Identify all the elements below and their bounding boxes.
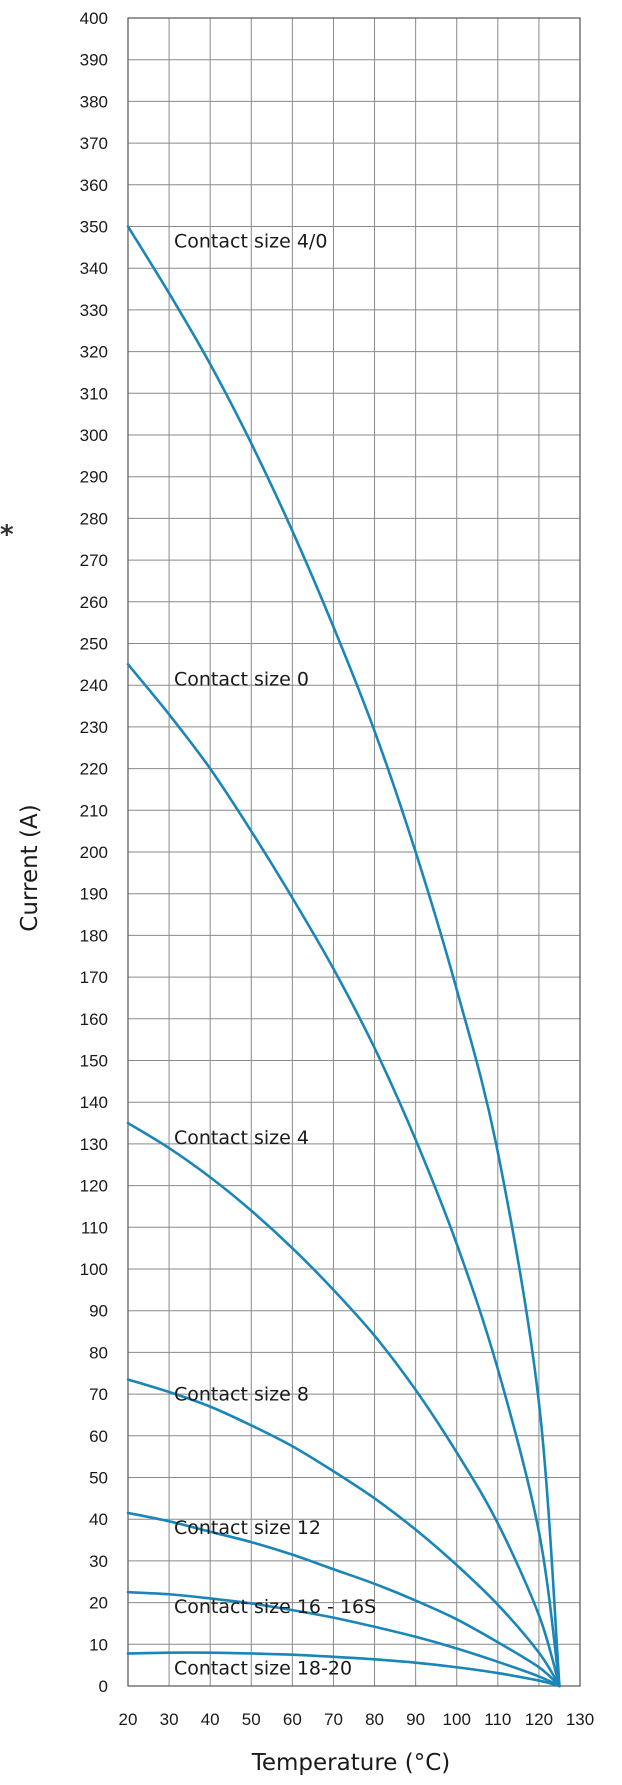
x-tick-label: 80 (365, 1710, 384, 1729)
x-tick-label: 120 (525, 1710, 553, 1729)
y-tick-label: 260 (80, 593, 108, 612)
series-labels: Contact size 4/0 Contact size 0 Contact si… (174, 231, 376, 1680)
x-tick-label: 30 (160, 1710, 179, 1729)
y-tick-label: 180 (80, 926, 108, 945)
y-tick-label: 130 (80, 1135, 108, 1154)
y-tick-label: 330 (80, 301, 108, 320)
y-tick-label: 320 (80, 343, 108, 362)
x-tick-label: 130 (566, 1710, 594, 1729)
y-tick-label: 110 (81, 1218, 108, 1237)
x-tick-label: 100 (443, 1710, 471, 1729)
series-label: Contact size 4 (174, 1127, 309, 1149)
grid (127, 17, 581, 1687)
y-tick-label: 10 (89, 1635, 108, 1654)
y-tick-label: 150 (80, 1052, 108, 1071)
x-tick-label: 110 (484, 1710, 511, 1729)
tick-labels: 20 30 40 50 60 70 80 90 100 110 120 130 0 10 20 30 40 50 6… (80, 9, 595, 1729)
series-label: Contact size 16 - 16S (174, 1596, 376, 1618)
x-tick-label: 50 (242, 1710, 261, 1729)
series-label: Contact size 18-20 (174, 1657, 352, 1679)
y-tick-label: 210 (80, 801, 108, 820)
y-tick-label: 190 (80, 885, 108, 904)
y-tick-label: 100 (80, 1260, 108, 1279)
y-tick-label: 230 (80, 718, 108, 737)
y-tick-label: 300 (80, 426, 108, 445)
series-curve (126, 1121, 561, 1688)
series-label: Contact size 0 (174, 668, 309, 690)
y-tick-label: 250 (80, 635, 108, 654)
plot-frame (127, 17, 581, 1687)
y-tick-label: 400 (80, 9, 108, 28)
y-tick-label: 340 (80, 259, 108, 278)
y-tick-label: 310 (80, 384, 108, 403)
y-tick-label: 280 (80, 509, 108, 528)
series-label: Contact size 8 (174, 1384, 309, 1406)
series-curve (126, 1511, 561, 1688)
y-tick-label: 40 (89, 1510, 108, 1529)
series-curves (126, 225, 561, 1688)
series-curve (126, 663, 561, 1688)
y-axis-title: Current (A) (17, 804, 43, 931)
y-tick-label: 360 (80, 176, 108, 195)
y-tick-label: 220 (80, 760, 108, 779)
x-tick-label: 90 (406, 1710, 425, 1729)
y-tick-label: 120 (80, 1177, 108, 1196)
x-tick-label: 60 (283, 1710, 302, 1729)
y-tick-label: 370 (80, 134, 108, 153)
series-curve (126, 225, 561, 1688)
y-tick-label: 20 (89, 1594, 108, 1613)
y-tick-label: 70 (89, 1385, 108, 1404)
y-tick-label: 90 (89, 1302, 108, 1321)
y-tick-label: 240 (80, 676, 108, 695)
y-tick-label: 80 (89, 1343, 108, 1362)
series-curve (126, 1651, 561, 1688)
y-tick-label: 50 (89, 1469, 108, 1488)
series-curve (126, 1378, 561, 1688)
series-curve (126, 1590, 561, 1688)
y-tick-label: 350 (80, 218, 108, 237)
y-tick-label: 380 (80, 92, 108, 111)
y-tick-label: 160 (80, 1010, 108, 1029)
y-tick-label: 200 (80, 843, 108, 862)
y-tick-label: 170 (80, 968, 108, 987)
x-tick-label: 20 (119, 1710, 138, 1729)
x-tick-label: 40 (201, 1710, 220, 1729)
y-tick-label: 30 (89, 1552, 108, 1571)
series-label: Contact size 12 (174, 1517, 321, 1539)
asterisk-marker: * (0, 520, 14, 550)
y-tick-label: 60 (89, 1427, 108, 1446)
series-label: Contact size 4/0 (174, 231, 327, 253)
x-tick-label: 70 (324, 1710, 343, 1729)
y-tick-label: 0 (99, 1677, 108, 1696)
y-tick-label: 140 (80, 1093, 108, 1112)
y-tick-label: 390 (80, 51, 108, 70)
x-axis-title: Temperature (°C) (251, 1750, 451, 1776)
y-tick-label: 270 (80, 551, 108, 570)
y-tick-label: 290 (80, 468, 108, 487)
